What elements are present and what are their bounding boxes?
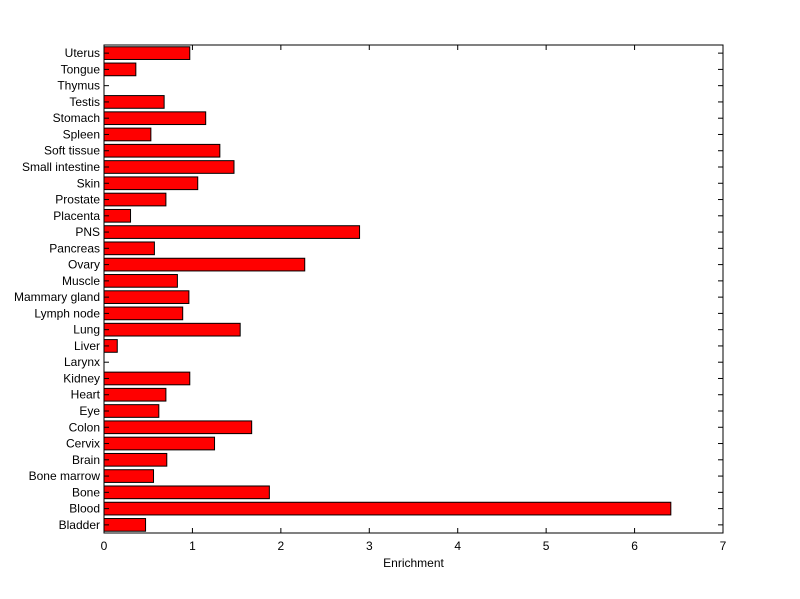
- bar-prostate: [103, 192, 167, 207]
- y-tick-label: Placenta: [53, 209, 100, 223]
- x-tick-label: 6: [631, 539, 638, 553]
- y-tick-label: Eye: [79, 404, 100, 418]
- x-tick-label: 4: [454, 539, 461, 553]
- bar-soft-tissue: [103, 143, 221, 158]
- y-tick-label: Ovary: [68, 258, 100, 272]
- bar-mammary-gland: [103, 290, 190, 304]
- y-tick-label: Skin: [77, 176, 100, 190]
- bar-bladder: [103, 518, 147, 532]
- x-tick-label: 5: [543, 539, 550, 553]
- y-tick-label: Bone marrow: [29, 469, 101, 483]
- y-tick-label: Small intestine: [22, 160, 100, 174]
- bar-heart: [103, 387, 167, 402]
- y-tick-label: Bladder: [59, 518, 100, 532]
- y-tick-label: Uterus: [65, 46, 100, 60]
- bar-bone: [103, 485, 270, 500]
- plot-frame: [103, 44, 724, 534]
- y-tick-label: Mammary gland: [14, 290, 100, 304]
- bar-blood: [103, 501, 672, 516]
- bar-uterus: [103, 46, 191, 60]
- y-tick-label: Tongue: [61, 62, 101, 76]
- x-axis-label: Enrichment: [383, 556, 444, 570]
- y-tick-label: Bone: [72, 485, 100, 499]
- bar-pancreas: [103, 241, 155, 256]
- bar-cervix: [103, 436, 216, 451]
- x-tick-label: 0: [101, 539, 108, 553]
- y-tick-label: Liver: [74, 339, 100, 353]
- y-tick-label: PNS: [75, 225, 100, 239]
- bar-colon: [103, 420, 253, 435]
- x-tick-label: 2: [278, 539, 285, 553]
- bar-lymph-node: [103, 306, 184, 321]
- bar-small-intestine: [103, 160, 235, 174]
- y-tick-label: Spleen: [63, 127, 100, 141]
- bar-ovary: [103, 257, 306, 272]
- x-tick-label: 7: [720, 539, 727, 553]
- x-tick-label: 3: [366, 539, 373, 553]
- y-tick-label: Blood: [69, 502, 100, 516]
- bar-eye: [103, 404, 160, 418]
- y-tick-label: Soft tissue: [44, 144, 100, 158]
- bar-pns: [103, 225, 361, 239]
- y-tick-label: Stomach: [53, 111, 100, 125]
- y-tick-label: Brain: [72, 453, 100, 467]
- y-tick-label: Prostate: [55, 193, 100, 207]
- y-tick-label: Heart: [71, 388, 101, 402]
- y-tick-label: Muscle: [62, 274, 100, 288]
- bar-muscle: [103, 274, 178, 288]
- bar-stomach: [103, 111, 207, 126]
- y-tick-label: Pancreas: [49, 241, 100, 255]
- bar-bone-marrow: [103, 469, 155, 483]
- y-tick-label: Thymus: [57, 79, 100, 93]
- labels-group: Uterus Tongue Thymus Testis Stomach Spleen Sof…: [14, 46, 727, 553]
- bar-skin: [103, 176, 199, 191]
- bar-kidney: [103, 371, 191, 386]
- bar-spleen: [103, 127, 152, 142]
- y-tick-label: Lung: [73, 323, 100, 337]
- y-tick-label: Colon: [69, 420, 100, 434]
- y-tick-label: Larynx: [64, 355, 100, 369]
- bar-testis: [103, 95, 165, 109]
- y-tick-label: Cervix: [66, 437, 100, 451]
- y-tick-label: Kidney: [63, 371, 100, 385]
- x-tick-label: 1: [189, 539, 196, 553]
- bar-lung: [103, 322, 241, 337]
- y-tick-label: Testis: [69, 95, 100, 109]
- y-tick-label: Lymph node: [34, 306, 100, 320]
- bar-brain: [103, 452, 168, 467]
